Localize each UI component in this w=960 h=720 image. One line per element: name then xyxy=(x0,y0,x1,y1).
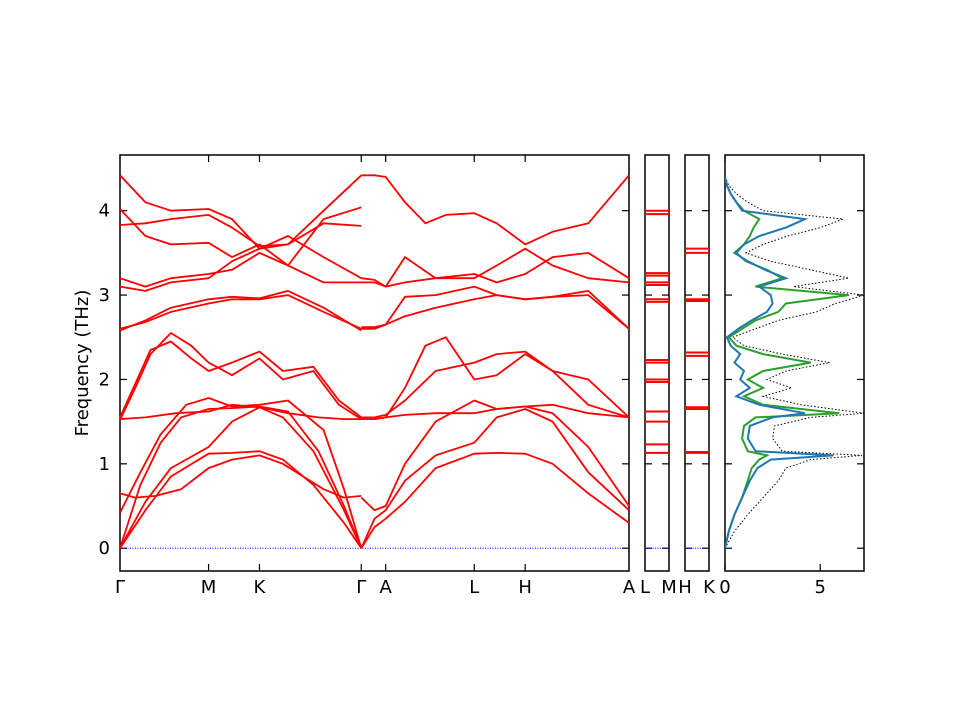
phonon-band xyxy=(361,252,630,288)
x-tick-label: Γ xyxy=(115,577,125,598)
phonon-band xyxy=(119,332,362,421)
x-tick-label: K xyxy=(254,577,267,598)
phonon-band xyxy=(361,403,630,420)
phonon-band xyxy=(119,406,363,549)
y-tick-label: 1 xyxy=(99,454,110,475)
phonon-band xyxy=(361,174,630,246)
x-tick-label: 5 xyxy=(814,577,825,598)
y-tick-label: 4 xyxy=(99,201,110,222)
phonon-band xyxy=(360,452,630,549)
phonon-band xyxy=(361,336,630,420)
dos-total-line xyxy=(725,176,864,549)
phonon-band xyxy=(119,235,362,292)
phonon-band xyxy=(119,206,362,267)
panel-frame xyxy=(724,154,865,572)
phonon-band xyxy=(119,454,362,499)
x-tick-label: Γ xyxy=(356,577,366,598)
y-tick-label: 0 xyxy=(99,538,110,559)
x-tick-label: A xyxy=(380,577,393,598)
phonon-band xyxy=(360,408,630,549)
x-tick-label: L xyxy=(469,577,479,598)
phonon-band xyxy=(119,340,362,419)
x-tick-label: 0 xyxy=(719,577,730,598)
phonon-band xyxy=(360,399,630,512)
phonon-band xyxy=(119,290,362,332)
phonon-band xyxy=(119,397,363,549)
x-tick-label: H xyxy=(678,577,692,598)
phonon-band xyxy=(119,252,362,288)
dos-partial-line xyxy=(725,176,834,549)
x-tick-label: M xyxy=(661,577,677,598)
x-tick-label: L xyxy=(640,577,650,598)
dos-partial-line xyxy=(725,176,849,549)
panel-frame xyxy=(119,154,630,572)
phonon-band xyxy=(119,174,362,250)
x-tick-label: M xyxy=(201,577,217,598)
x-tick-label: H xyxy=(518,577,532,598)
phonon-band xyxy=(361,285,630,330)
phonon-band xyxy=(361,350,630,419)
phonon-band xyxy=(119,450,363,549)
y-tick-label: 3 xyxy=(99,285,110,306)
phonon-band xyxy=(119,294,362,330)
phonon-band xyxy=(119,214,362,247)
y-tick-label: 2 xyxy=(99,369,110,390)
x-tick-label: A xyxy=(623,577,636,598)
phonon-band xyxy=(361,294,630,330)
y-axis-label: Frequency (THz) xyxy=(72,290,93,437)
panel-frame xyxy=(684,154,710,572)
phonon-band xyxy=(119,403,362,420)
x-tick-label: K xyxy=(703,577,716,598)
phonon-band xyxy=(119,405,363,549)
